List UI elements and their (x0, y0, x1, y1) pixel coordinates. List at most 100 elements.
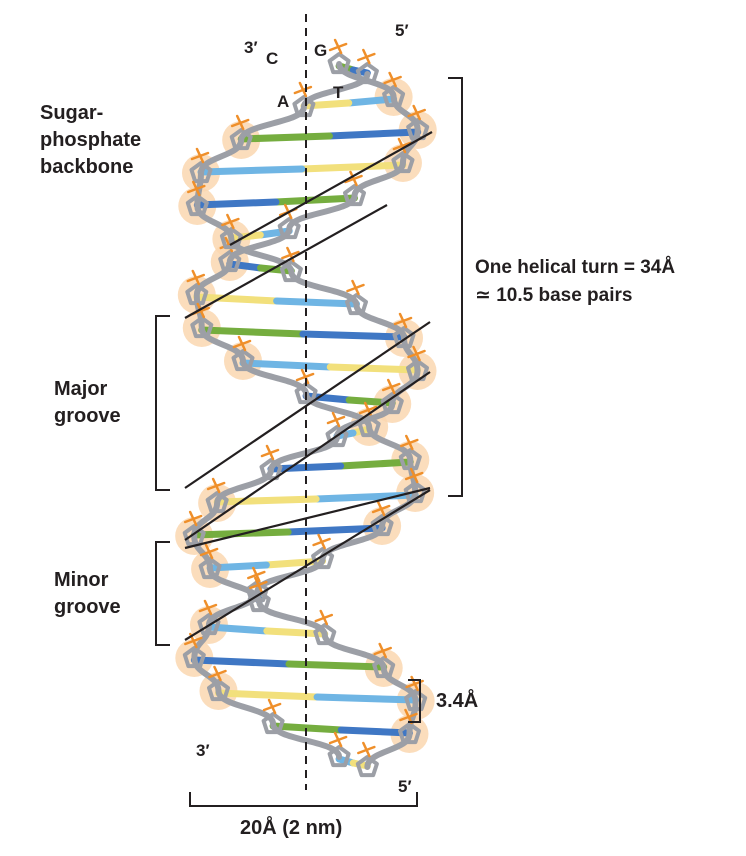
phosphate-bond (386, 378, 396, 395)
sugar-ring (380, 392, 404, 415)
phosphate-bond (351, 279, 360, 296)
strand-end-5prime-bottom: 5′ (398, 777, 412, 796)
helical-turn-label-line-1: One helical turn = 34Å (475, 257, 676, 278)
base-letter-a: A (277, 92, 290, 111)
phosphate-bond (388, 71, 397, 88)
sugar-ring (382, 85, 406, 108)
helix-width-label: 20Å (2 nm) (240, 817, 343, 839)
phosphate-bond (196, 302, 206, 319)
minor-groove-label-line-2: groove (54, 596, 121, 618)
base-pair-half (272, 194, 359, 206)
phosphate-bond (405, 434, 414, 451)
base-pair-half (197, 165, 306, 176)
helical-turn-label: One helical turn = 34Å ≃ 10.5 base pairs (475, 254, 675, 310)
sugar-ring (207, 679, 230, 702)
phosphate-bond (188, 510, 198, 527)
base-pair-half (325, 128, 422, 140)
phosphate-bond (349, 170, 358, 187)
sugar-ring (182, 524, 206, 547)
sugar-ring (313, 623, 337, 646)
sugar-ring (277, 217, 301, 240)
sugar-ring (205, 491, 229, 514)
sugar-ring (370, 514, 394, 537)
minor-groove-label-line-1: Minor (54, 569, 109, 591)
phosphate-bond (317, 533, 326, 550)
phosphate-bond (267, 698, 277, 715)
backbone-strand-a (191, 61, 421, 760)
sugar-ring (294, 382, 318, 405)
sugar-ring (261, 712, 285, 735)
phosphate-bond (254, 576, 263, 593)
sugar-ring (327, 745, 351, 768)
base-pair-half (198, 326, 307, 338)
sugar-ring (406, 359, 429, 382)
groove-line (184, 486, 431, 550)
sugar-ring (406, 118, 430, 141)
sugar-ring (218, 250, 242, 273)
base-pair-half (285, 660, 388, 671)
base-pair-half (214, 689, 321, 701)
strand-end-3prime-bottom: 3′ (196, 741, 210, 760)
sugar-ring (231, 349, 255, 372)
phosphate-bond (191, 269, 201, 286)
phosphate-bond (211, 477, 221, 494)
phosphate-bond (195, 147, 205, 164)
rise-bracket (408, 679, 421, 723)
sugar-ring (185, 283, 209, 306)
base-pair-half (256, 227, 293, 239)
groove-line (184, 489, 431, 641)
phosphate-bond (362, 48, 371, 65)
base-pair-half (337, 458, 414, 470)
minor-groove-label: Minor groove (54, 567, 121, 621)
major-groove-bracket (155, 315, 170, 491)
base-pair-half (226, 260, 265, 272)
sugar-ring (343, 184, 366, 207)
brackets (155, 77, 463, 807)
sugar-phosphate-backbone-label: Sugar- phosphate backbone (40, 100, 141, 181)
phosphate-bond (237, 335, 247, 352)
sugar-ring (229, 128, 253, 151)
phosphate-bond (331, 411, 341, 428)
helical-turn-bracket (448, 77, 463, 497)
phosphate-bond (265, 444, 275, 461)
sugar-ring (325, 425, 349, 448)
sugar-ring (372, 656, 396, 679)
strand-end-5prime-top: 5′ (395, 21, 409, 40)
phosphate-bond (213, 665, 222, 682)
strand-end-3prime-top: 3′ (244, 38, 258, 57)
base-pair-half (213, 495, 320, 506)
base-pair-half (190, 656, 293, 668)
base-pair-half (298, 161, 407, 173)
phosphate-bond (412, 345, 421, 362)
phosphate-bond (378, 642, 387, 659)
phosphate-bond (333, 731, 343, 748)
groove-line (184, 321, 431, 489)
phosphate-bond (300, 368, 310, 385)
base-pair-half (257, 264, 295, 275)
helical-turn-label-line-2: ≃ 10.5 base pairs (475, 285, 633, 306)
sugar-ring (190, 316, 214, 339)
sugar-ring (398, 722, 421, 745)
phosphate-bond (404, 708, 413, 725)
phosphate-bond (235, 114, 245, 131)
major-groove-label-line-2: groove (54, 405, 121, 427)
base-pair-half (273, 297, 360, 308)
base-pair-half (326, 363, 422, 374)
phosphate-bond (319, 609, 329, 626)
sugar-ring (404, 689, 428, 712)
phosphate-bond (376, 500, 386, 517)
sugar-ring (182, 646, 206, 669)
base-pair-half (193, 198, 280, 209)
sugar-ring (279, 260, 303, 283)
sugar-ring (185, 194, 209, 217)
sugar-ring (355, 755, 379, 778)
groove-line (184, 371, 431, 541)
backbone-label-line-1: Sugar- (40, 102, 104, 124)
sugar-ring (355, 62, 379, 85)
major-groove-label-line-1: Major (54, 378, 108, 400)
phosphate-bond (409, 467, 419, 484)
base-pair-half (337, 726, 413, 737)
phosphate-bond (333, 38, 343, 55)
